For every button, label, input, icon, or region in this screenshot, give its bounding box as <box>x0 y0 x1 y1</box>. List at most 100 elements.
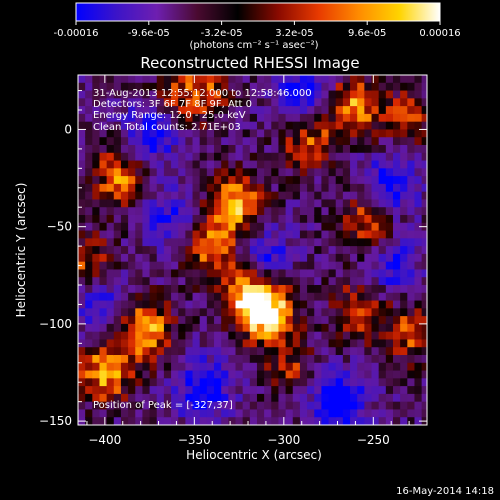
heatmap-cell <box>314 176 323 185</box>
heatmap-cell <box>163 222 172 232</box>
heatmap-cell <box>214 160 222 169</box>
heatmap-cell <box>407 386 416 395</box>
heatmap-cell <box>106 113 115 123</box>
heatmap-cell <box>342 331 351 341</box>
heatmap-cell <box>421 393 427 403</box>
heatmap-cell <box>242 292 251 302</box>
heatmap-cell <box>249 137 258 146</box>
heatmap-cell <box>421 339 427 348</box>
heatmap-cell <box>278 238 287 247</box>
heatmap-cell <box>299 176 308 185</box>
heatmap-cell <box>113 331 122 341</box>
heatmap-cell <box>185 339 194 348</box>
heatmap-cell <box>206 152 215 162</box>
annotation-time-range: 31-Aug-2013 12:55:12.000 to 12:58:46.000 <box>93 88 312 99</box>
heatmap-cell <box>392 393 401 403</box>
heatmap-cell <box>92 339 101 348</box>
heatmap-cell <box>350 292 358 302</box>
heatmap-cell <box>271 106 280 115</box>
heatmap-cell <box>228 355 237 364</box>
heatmap-cell <box>128 331 136 341</box>
heatmap-cell <box>328 401 337 411</box>
heatmap-cell <box>106 183 115 193</box>
heatmap-cell <box>414 230 423 239</box>
heatmap-cell <box>242 269 251 278</box>
heatmap-cell <box>371 253 380 263</box>
heatmap-cell <box>264 261 272 271</box>
heatmap-cell <box>221 129 229 138</box>
heatmap-cell <box>149 215 158 224</box>
heatmap-cell <box>364 137 373 146</box>
heatmap-cell <box>156 152 165 162</box>
heatmap-cell <box>335 378 344 387</box>
heatmap-cell <box>264 199 272 208</box>
heatmap-cell <box>171 378 179 387</box>
heatmap-cell <box>120 168 129 177</box>
heatmap-cell <box>321 386 330 395</box>
heatmap-cell <box>392 253 401 263</box>
heatmap-cell <box>249 121 258 131</box>
heatmap-cell <box>85 137 93 146</box>
heatmap-cell <box>249 393 258 403</box>
heatmap-cell <box>400 355 408 364</box>
heatmap-cell <box>271 378 280 387</box>
heatmap-cell <box>242 98 251 107</box>
heatmap-cell <box>307 238 315 247</box>
heatmap-cell <box>178 300 186 309</box>
heatmap-cell <box>350 113 358 123</box>
heatmap-cell <box>378 230 387 239</box>
heatmap-cell <box>342 222 351 232</box>
heatmap-cell <box>371 215 380 224</box>
heatmap-cell <box>249 75 258 84</box>
y-tick-label: −150 <box>39 414 72 428</box>
heatmap-cell <box>92 316 101 325</box>
heatmap-cell <box>342 90 351 99</box>
heatmap-cell <box>78 393 86 403</box>
heatmap-cell <box>199 160 208 169</box>
heatmap-cell <box>228 75 237 84</box>
heatmap-cell <box>321 355 330 364</box>
heatmap-cell <box>185 285 194 294</box>
heatmap-cell <box>385 75 394 84</box>
heatmap-cell <box>364 269 373 278</box>
heatmap-cell <box>92 277 101 286</box>
heatmap-cell <box>371 355 380 364</box>
heatmap-cell <box>92 331 101 341</box>
heatmap-cell <box>271 417 280 425</box>
heatmap-cell <box>371 82 380 92</box>
heatmap-cell <box>106 106 115 115</box>
heatmap-cell <box>264 168 272 177</box>
heatmap-cell <box>228 401 237 411</box>
heatmap-cell <box>242 339 251 348</box>
heatmap-cell <box>206 215 215 224</box>
heatmap-cell <box>142 129 151 138</box>
heatmap-cell <box>249 300 258 309</box>
heatmap-cell <box>264 82 272 92</box>
heatmap-cell <box>199 417 208 425</box>
heatmap-cell <box>292 331 301 341</box>
heatmap-cell <box>128 323 136 333</box>
heatmap-cell <box>113 106 122 115</box>
heatmap-cell <box>335 277 344 286</box>
heatmap-cell <box>185 347 194 356</box>
heatmap-cell <box>149 183 158 193</box>
heatmap-cell <box>85 331 93 341</box>
heatmap-cell <box>192 215 201 224</box>
heatmap-cell <box>328 277 337 286</box>
heatmap-cell <box>171 285 179 294</box>
heatmap-cell <box>92 285 101 294</box>
heatmap-cell <box>421 121 427 131</box>
heatmap-cell <box>135 269 144 278</box>
heatmap-cell <box>407 370 416 379</box>
heatmap-cell <box>392 82 401 92</box>
heatmap-cell <box>249 261 258 271</box>
heatmap-cell <box>199 261 208 271</box>
heatmap-cell <box>85 378 93 387</box>
heatmap-cell <box>92 215 101 224</box>
heatmap-cell <box>142 277 151 286</box>
heatmap-cell <box>149 316 158 325</box>
heatmap-cell <box>142 308 151 317</box>
heatmap-cell <box>128 121 136 131</box>
heatmap-cell <box>85 347 93 356</box>
heatmap-cell <box>414 409 423 418</box>
